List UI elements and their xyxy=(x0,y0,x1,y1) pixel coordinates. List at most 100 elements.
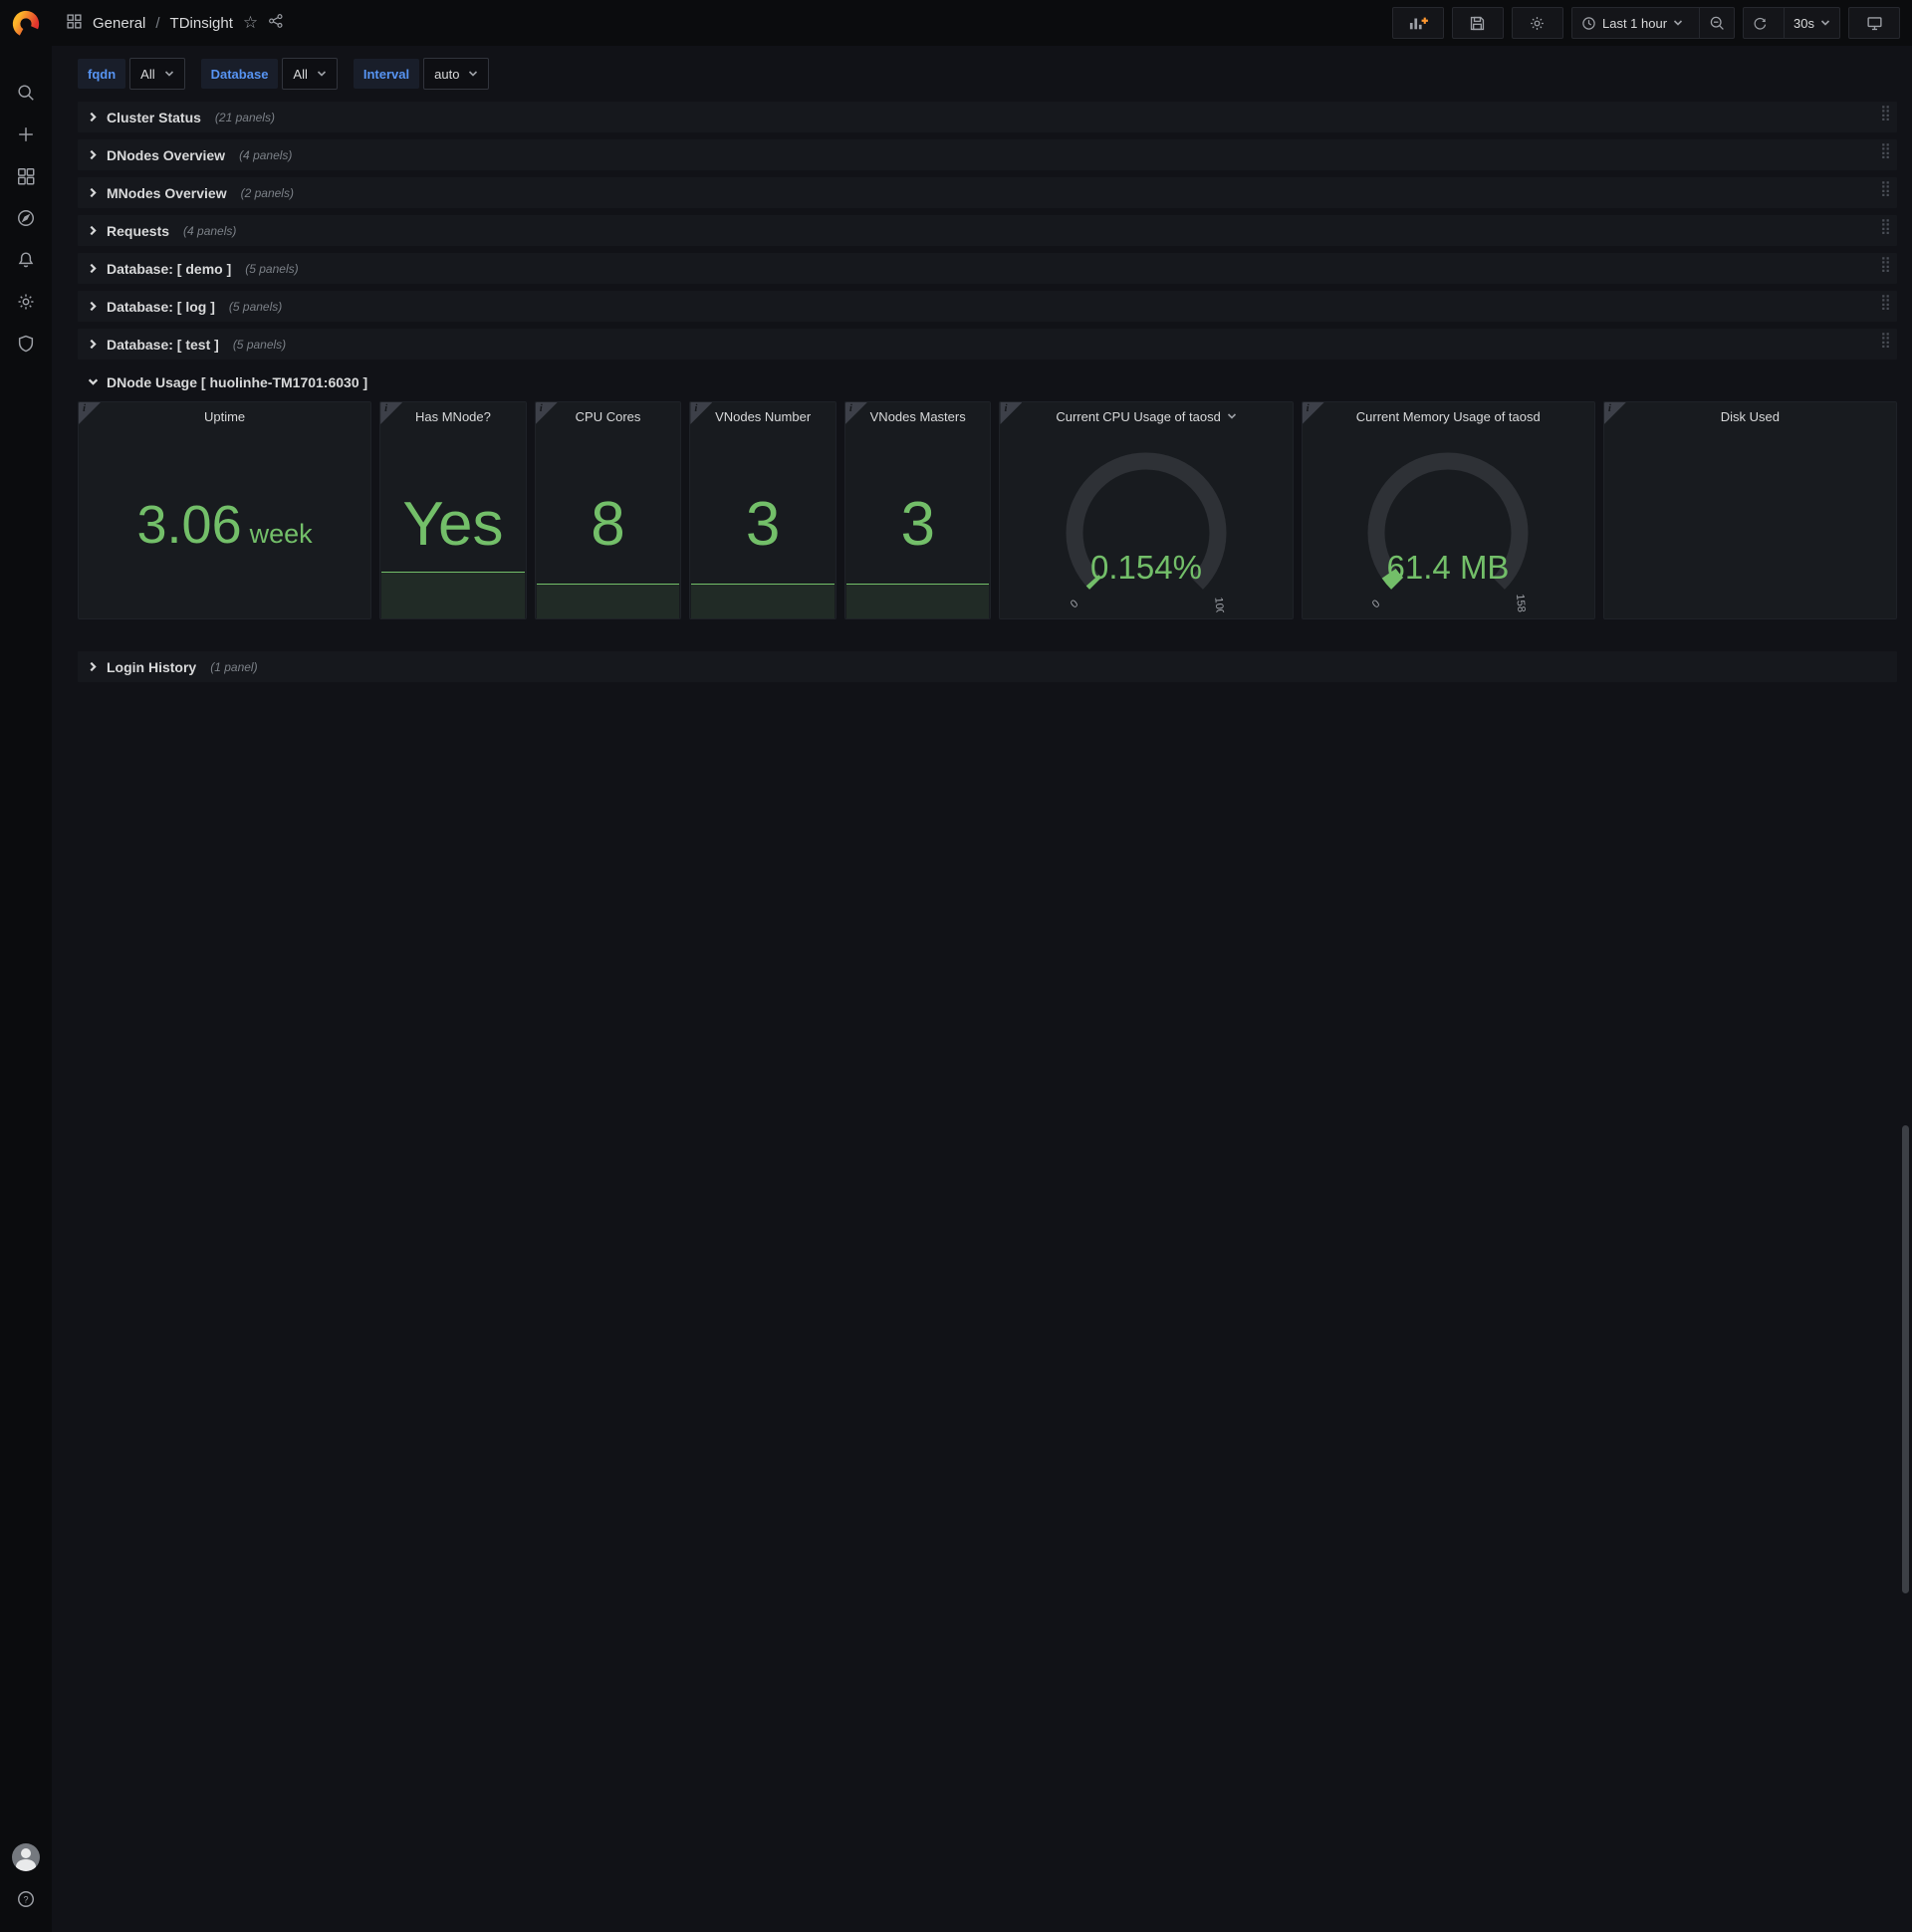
stat-sparkline xyxy=(845,584,990,618)
variable-value-dropdown[interactable]: All xyxy=(282,58,338,90)
alerting-bell-icon[interactable] xyxy=(0,239,52,281)
row-title[interactable]: Database: [ log ] xyxy=(107,298,215,315)
row-drag-handle[interactable]: ⣿ xyxy=(1880,294,1891,311)
variable-value-dropdown[interactable]: auto xyxy=(423,58,490,90)
row-drag-handle[interactable]: ⣿ xyxy=(1880,332,1891,349)
panel-title: CPU Cores xyxy=(575,408,641,424)
dashboard-settings-button[interactable] xyxy=(1511,7,1563,39)
row-title[interactable]: Database: [ test ] xyxy=(107,336,219,353)
page-scrollbar[interactable] xyxy=(1902,1125,1909,1593)
row-panel-count: (21 panels) xyxy=(214,110,275,124)
panel-title-menu[interactable]: Current CPU Usage of taosd xyxy=(1000,402,1292,430)
row-title[interactable]: Login History xyxy=(107,658,197,675)
breadcrumb-section[interactable]: General xyxy=(93,14,146,32)
panel-title: Has MNode? xyxy=(415,408,491,424)
row-drag-handle[interactable]: ⣿ xyxy=(1880,105,1891,121)
dashboard-row[interactable]: Database: [ log ] (5 panels) ⣿ xyxy=(78,291,1897,322)
variable-Interval: Interval auto xyxy=(353,58,490,90)
zoom-out-button[interactable] xyxy=(1699,8,1734,38)
panel-title-menu[interactable]: Uptime xyxy=(79,402,370,430)
stat-sparkline xyxy=(381,572,525,618)
row-dnode-usage[interactable]: DNode Usage [ huolinhe-TM1701:6030 ] xyxy=(78,366,1897,397)
search-icon[interactable] xyxy=(0,72,52,114)
panel-title-menu[interactable]: VNodes Masters xyxy=(845,402,991,430)
create-plus-icon[interactable] xyxy=(0,114,52,155)
row-drag-handle[interactable]: ⣿ xyxy=(1880,180,1891,197)
admin-shield-icon[interactable] xyxy=(0,323,52,364)
gauge-panel-disk-gauge: i Disk Used xyxy=(1602,401,1897,619)
stat-number: 3 xyxy=(745,490,781,559)
stat-value: 3.06 week xyxy=(137,494,313,556)
configuration-gear-icon[interactable] xyxy=(0,281,52,323)
refresh-control: 30s xyxy=(1743,7,1840,39)
panel-title-menu[interactable]: VNodes Number xyxy=(690,402,836,430)
save-dashboard-button[interactable] xyxy=(1451,7,1504,39)
stat-panel-vnodes-number: i VNodes Number 3 xyxy=(689,401,836,619)
chevron-right-icon xyxy=(88,661,99,672)
dashboard-row[interactable]: Database: [ test ] (5 panels) ⣿ xyxy=(78,329,1897,360)
row-drag-handle[interactable]: ⣿ xyxy=(1880,142,1891,159)
gauge-panel-cpu-gauge: i Current CPU Usage of taosd 0 100 0.154% xyxy=(999,401,1294,619)
panel-title: VNodes Masters xyxy=(869,408,966,424)
stat-value: 8 xyxy=(591,489,624,560)
stat-panel-uptime: i Uptime 3.06 week xyxy=(78,401,372,619)
panel-title-menu[interactable]: CPU Cores xyxy=(536,402,681,430)
breadcrumb-title[interactable]: TDinsight xyxy=(169,14,233,32)
row-title[interactable]: Cluster Status xyxy=(107,109,201,125)
user-avatar[interactable] xyxy=(0,1836,52,1878)
chevron-right-icon xyxy=(88,263,99,274)
chevron-right-icon xyxy=(88,339,99,350)
dashboards-icon[interactable] xyxy=(0,155,52,197)
breadcrumb-separator: / xyxy=(155,14,160,32)
stat-value-area: 3 xyxy=(845,430,991,618)
stat-value: 3 xyxy=(900,489,934,560)
row-title[interactable]: Requests xyxy=(107,222,170,239)
variable-value-dropdown[interactable]: All xyxy=(129,58,185,90)
dashboard-row[interactable]: Database: [ demo ] (5 panels) ⣿ xyxy=(78,253,1897,284)
row-drag-handle[interactable]: ⣿ xyxy=(1880,218,1891,235)
star-icon[interactable]: ☆ xyxy=(242,13,259,32)
refresh-button[interactable] xyxy=(1744,8,1777,38)
dashboard-row[interactable]: Requests (4 panels) ⣿ xyxy=(78,215,1897,246)
grafana-logo[interactable] xyxy=(11,9,41,44)
dashboard-row[interactable]: MNodes Overview (2 panels) ⣿ xyxy=(78,177,1897,208)
row-title[interactable]: Database: [ demo ] xyxy=(107,260,232,277)
help-icon[interactable]: ? xyxy=(0,1878,52,1920)
explore-compass-icon[interactable] xyxy=(0,197,52,239)
row-drag-handle[interactable]: ⣿ xyxy=(1880,256,1891,273)
info-letter: i xyxy=(384,402,388,414)
row-title[interactable]: MNodes Overview xyxy=(107,184,227,201)
time-range-label: Last 1 hour xyxy=(1601,15,1668,31)
variable-value: All xyxy=(293,66,308,82)
time-range-button[interactable]: Last 1 hour xyxy=(1572,8,1692,38)
panel-title-menu[interactable]: Has MNode? xyxy=(380,402,526,430)
row-panel-count: (5 panels) xyxy=(232,337,287,352)
gauge xyxy=(1604,430,1896,618)
dashboard-row[interactable]: Cluster Status (21 panels) ⣿ xyxy=(78,102,1897,132)
dashboard-row[interactable]: DNodes Overview (4 panels) ⣿ xyxy=(78,139,1897,170)
share-icon[interactable] xyxy=(268,13,284,33)
stat-value-area: Yes xyxy=(380,430,526,618)
stat-value: 3 xyxy=(746,489,780,560)
gauge: 0 100 0.154% xyxy=(1000,430,1292,618)
time-picker: Last 1 hour xyxy=(1570,7,1736,39)
panel-title: Disk Used xyxy=(1720,408,1781,424)
dashboard-grid-icon[interactable] xyxy=(66,13,83,34)
panel-title-menu[interactable]: Disk Used xyxy=(1604,402,1896,430)
cycle-view-mode-button[interactable] xyxy=(1848,7,1900,39)
row-title[interactable]: DNode Usage [ huolinhe-TM1701:6030 ] xyxy=(107,373,368,390)
add-panel-button[interactable] xyxy=(1391,7,1444,39)
left-sidebar: ? xyxy=(0,0,52,1932)
variable-label: Interval xyxy=(353,59,420,89)
variable-label: Database xyxy=(200,59,279,89)
variable-value: auto xyxy=(434,66,460,82)
chevron-right-icon xyxy=(88,187,99,198)
refresh-interval-button[interactable]: 30s xyxy=(1784,8,1839,38)
gauge: 0 1585 61.4 MB xyxy=(1303,430,1594,618)
row-title[interactable]: DNodes Overview xyxy=(107,146,226,163)
row-login-history[interactable]: Login History (1 panel) xyxy=(78,651,1897,682)
panel-title-menu[interactable]: Current Memory Usage of taosd xyxy=(1303,402,1594,430)
stat-number: 3 xyxy=(900,490,935,559)
dashboard-variables: fqdn All Database All Interval auto xyxy=(52,46,1912,100)
svg-text:0: 0 xyxy=(1370,598,1382,610)
